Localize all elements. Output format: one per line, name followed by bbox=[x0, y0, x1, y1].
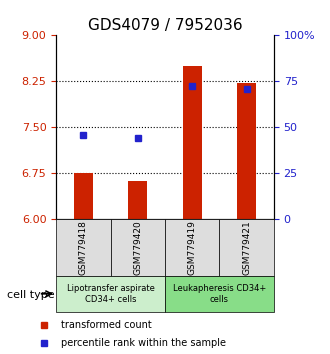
FancyBboxPatch shape bbox=[56, 276, 165, 312]
Bar bbox=[183, 66, 202, 219]
Bar bbox=[74, 173, 93, 219]
Text: GSM779421: GSM779421 bbox=[242, 221, 251, 275]
Title: GDS4079 / 7952036: GDS4079 / 7952036 bbox=[88, 18, 242, 33]
FancyBboxPatch shape bbox=[219, 219, 274, 276]
Text: percentile rank within the sample: percentile rank within the sample bbox=[61, 338, 226, 348]
Text: transformed count: transformed count bbox=[61, 320, 152, 330]
FancyBboxPatch shape bbox=[165, 276, 274, 312]
Text: Lipotransfer aspirate
CD34+ cells: Lipotransfer aspirate CD34+ cells bbox=[67, 284, 154, 303]
Text: GSM779418: GSM779418 bbox=[79, 220, 88, 275]
FancyBboxPatch shape bbox=[111, 219, 165, 276]
Bar bbox=[237, 83, 256, 219]
Text: GSM779420: GSM779420 bbox=[133, 221, 142, 275]
FancyBboxPatch shape bbox=[165, 219, 219, 276]
FancyBboxPatch shape bbox=[56, 219, 111, 276]
Text: cell type: cell type bbox=[7, 290, 54, 299]
Bar bbox=[128, 181, 147, 219]
Text: GSM779419: GSM779419 bbox=[188, 220, 197, 275]
Text: Leukapheresis CD34+
cells: Leukapheresis CD34+ cells bbox=[173, 284, 266, 303]
